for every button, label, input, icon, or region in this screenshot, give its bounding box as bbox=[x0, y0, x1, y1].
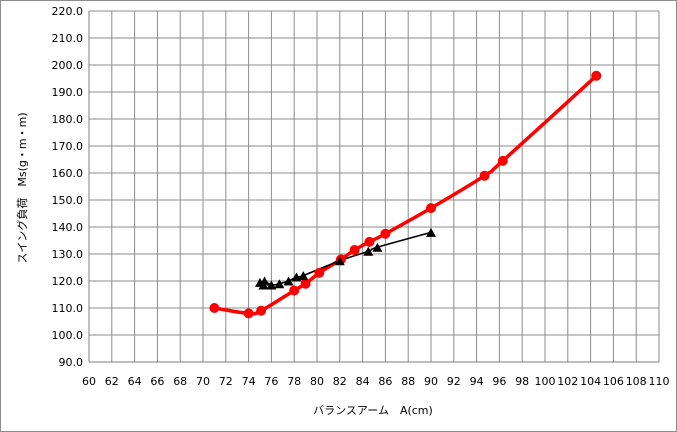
x-tick-label: 104 bbox=[580, 375, 601, 388]
data-point-circle bbox=[479, 170, 490, 181]
x-tick-label: 96 bbox=[492, 375, 506, 388]
data-point-triangle bbox=[283, 276, 294, 286]
y-tick-label: 210.0 bbox=[52, 32, 84, 45]
data-point-triangle bbox=[258, 280, 269, 290]
x-tick-label: 102 bbox=[557, 375, 578, 388]
y-tick-label: 160.0 bbox=[52, 167, 84, 180]
y-tick-label: 120.0 bbox=[52, 275, 84, 288]
x-tick-label: 82 bbox=[333, 375, 347, 388]
x-tick-label: 92 bbox=[447, 375, 461, 388]
series-markers bbox=[209, 70, 602, 319]
data-point-triangle bbox=[363, 246, 374, 256]
x-tick-label: 60 bbox=[82, 375, 96, 388]
data-point-circle bbox=[380, 228, 391, 239]
x-tick-label: 76 bbox=[264, 375, 278, 388]
data-point-triangle bbox=[298, 271, 309, 281]
x-axis-title: バランスアーム A(cm) bbox=[313, 404, 433, 417]
x-axis-ticks: 60 62 64 66 68 70 72 74 76 78 80 82 84 86 88 90 92 94 96 98… bbox=[82, 375, 670, 388]
x-tick-label: 106 bbox=[603, 375, 624, 388]
data-point-triangle bbox=[274, 279, 285, 289]
y-tick-label: 200.0 bbox=[52, 59, 84, 72]
data-point-circle bbox=[364, 236, 375, 247]
x-tick-label: 88 bbox=[401, 375, 415, 388]
y-axis-title: スイング負荷 Ms(g・m・m) bbox=[15, 112, 29, 263]
x-tick-label: 84 bbox=[356, 375, 370, 388]
x-tick-label: 100 bbox=[535, 375, 556, 388]
y-tick-label: 110.0 bbox=[52, 302, 84, 315]
data-point-triangle bbox=[334, 256, 345, 266]
x-tick-label: 90 bbox=[424, 375, 438, 388]
x-tick-label: 68 bbox=[173, 375, 187, 388]
y-tick-label: 140.0 bbox=[52, 221, 84, 234]
y-tick-label: 130.0 bbox=[52, 248, 84, 261]
data-point-circle bbox=[314, 267, 325, 278]
y-tick-label: 170.0 bbox=[52, 140, 84, 153]
x-tick-label: 70 bbox=[196, 375, 210, 388]
y-tick-label: 180.0 bbox=[52, 113, 84, 126]
data-point-circle bbox=[497, 155, 508, 166]
x-tick-label: 80 bbox=[310, 375, 324, 388]
data-point-circle bbox=[256, 305, 267, 316]
x-tick-label: 86 bbox=[378, 375, 392, 388]
data-point-circle bbox=[300, 278, 311, 289]
data-point-circle bbox=[591, 70, 602, 81]
data-point-triangle bbox=[426, 227, 436, 237]
x-tick-label: 62 bbox=[105, 375, 119, 388]
y-tick-label: 190.0 bbox=[52, 86, 84, 99]
x-tick-label: 64 bbox=[128, 375, 142, 388]
data-point-triangle bbox=[372, 242, 383, 252]
x-tick-label: 94 bbox=[470, 375, 484, 388]
data-point-circle bbox=[426, 203, 436, 214]
x-tick-label: 108 bbox=[626, 375, 647, 388]
y-axis-ticks: 90.0 100.0 110.0 120.0 130.0 140.0 150.0 160.0 1… bbox=[52, 5, 84, 369]
data-point-triangle bbox=[266, 280, 277, 290]
x-tick-label: 98 bbox=[515, 375, 529, 388]
data-point-circle bbox=[209, 303, 220, 313]
x-tick-label: 72 bbox=[219, 375, 233, 388]
y-tick-label: 90.0 bbox=[59, 356, 84, 369]
x-tick-label: 78 bbox=[287, 375, 301, 388]
data-point-circle bbox=[349, 244, 360, 255]
grid bbox=[88, 10, 660, 363]
y-tick-label: 220.0 bbox=[52, 5, 84, 18]
data-point-circle bbox=[289, 285, 300, 296]
x-tick-label: 110 bbox=[649, 375, 670, 388]
data-point-circle bbox=[243, 308, 254, 319]
y-tick-label: 100.0 bbox=[52, 329, 84, 342]
x-tick-label: 74 bbox=[242, 375, 256, 388]
x-tick-label: 66 bbox=[150, 375, 164, 388]
y-tick-label: 150.0 bbox=[52, 194, 84, 207]
